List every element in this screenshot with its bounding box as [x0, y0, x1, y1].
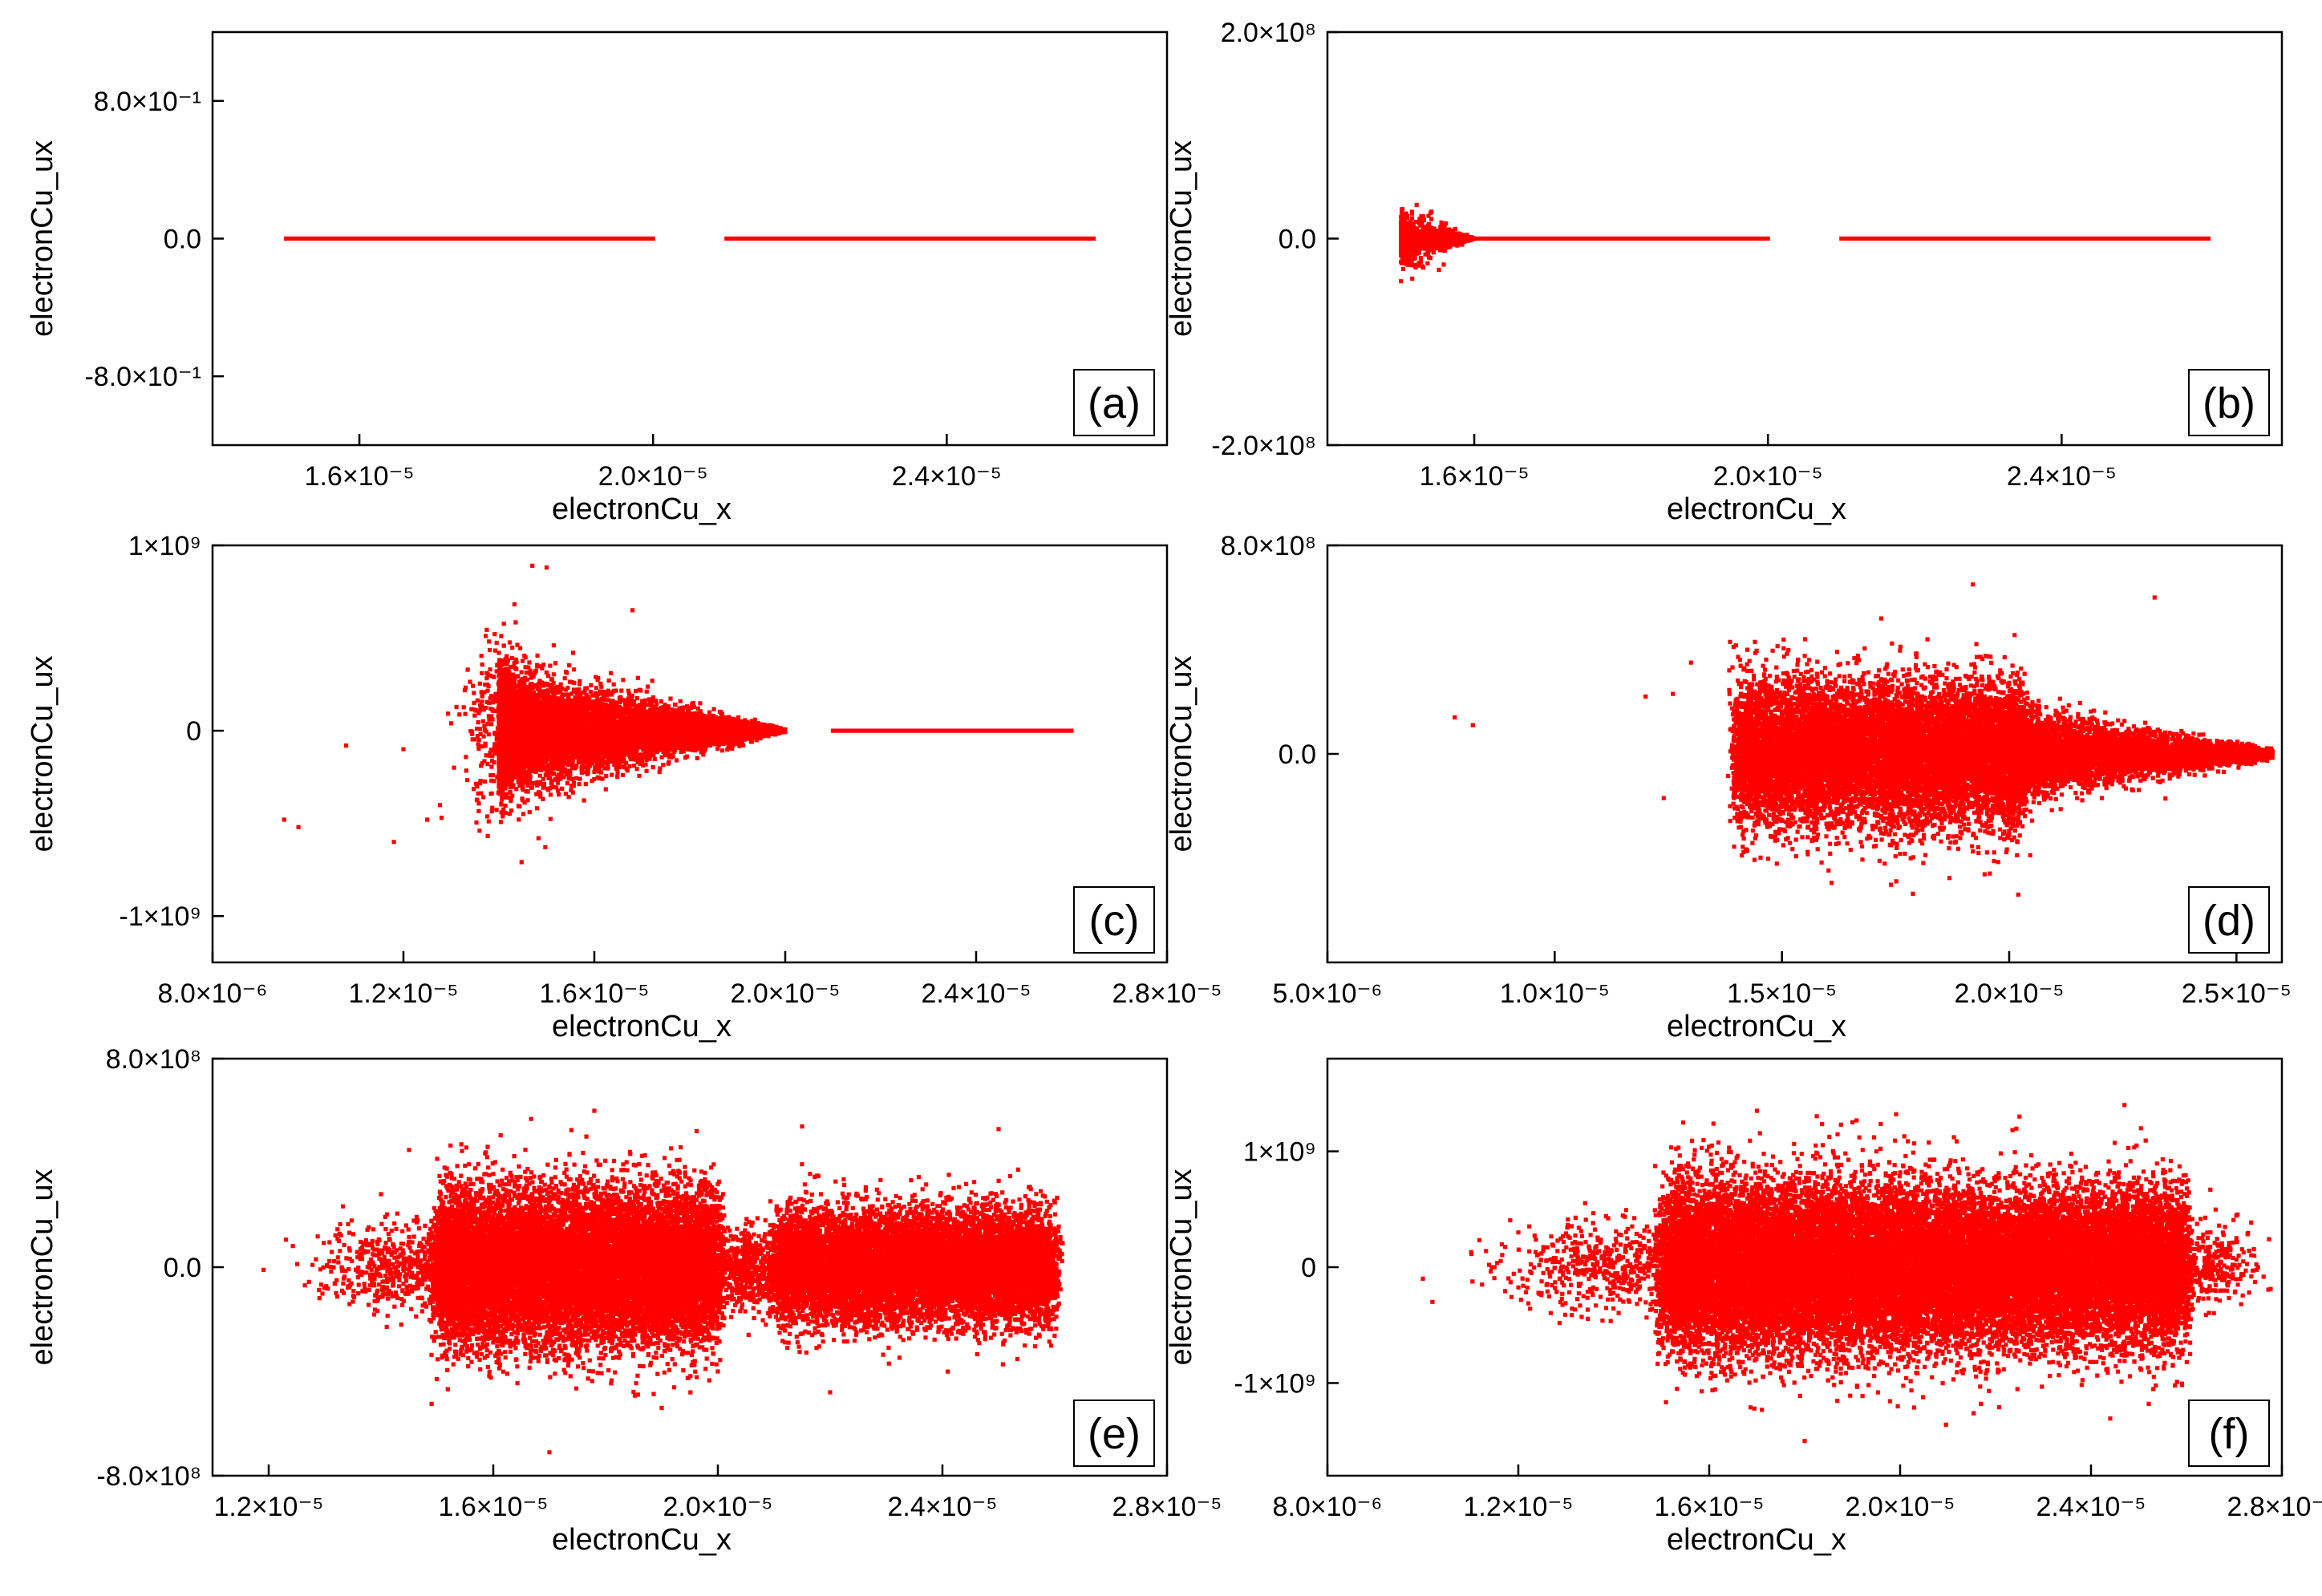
y-tick-label: 0.0 [1279, 739, 1316, 770]
scatter-points-d [1453, 582, 2275, 897]
y-axis-label: electronCu_ux [1165, 1169, 1198, 1365]
x-tick-label: 2.0×10⁻⁵ [1955, 978, 2065, 1009]
x-tick-label: 8.0×10⁻⁶ [158, 978, 268, 1009]
x-tick-label: 2.0×10⁻⁵ [731, 978, 841, 1009]
x-tick-label: 1.6×10⁻⁵ [1420, 461, 1530, 492]
x-tick-label: 8.0×10⁻⁶ [1273, 1492, 1383, 1522]
x-tick-label: 1.6×10⁻⁵ [305, 461, 415, 492]
y-tick-label: 0 [1301, 1253, 1316, 1283]
panel-label-box-a [1073, 369, 1155, 436]
panel-a: 1.6×10⁻⁵ 2.0×10⁻⁵ 2.4×10⁻⁵ 8.0×10⁻¹ 0.0 -8.0×… [26, 30, 1169, 526]
panel-label: (f) [2209, 1410, 2250, 1458]
y-tick-label: 8.0×10⁸ [1221, 531, 1316, 561]
x-axis-label: electronCu_x [552, 492, 731, 526]
x-tick-label: 1.2×10⁻⁵ [1464, 1492, 1574, 1522]
panel-e: 1.2×10⁻⁵ 1.6×10⁻⁵ 2.0×10⁻⁵ 2.4×10⁻⁵ 2.8×10⁻⁵… [26, 1044, 1222, 1557]
x-tick-label: 2.8×10⁻⁵ [1112, 1492, 1222, 1522]
panel-label-box-b [2188, 369, 2270, 436]
x-tick-label: 2.4×10⁻⁵ [888, 1492, 998, 1522]
scatter-points-a [283, 236, 1096, 241]
y-tick-label: -8.0×10⁻¹ [84, 362, 201, 392]
panel-label-box-d [2188, 886, 2270, 954]
y-axis-label: electronCu_ux [26, 1169, 59, 1365]
x-axis-label: electronCu_x [1667, 1010, 1846, 1043]
panel-c: 8.0×10⁻⁶ 1.2×10⁻⁵ 1.6×10⁻⁵ 2.0×10⁻⁵ 2.4×10⁻⁵… [26, 531, 1222, 1043]
y-tick-label: 0.0 [164, 225, 201, 255]
y-tick-label: -1×10⁹ [1234, 1368, 1316, 1399]
panel-label: (e) [1088, 1410, 1141, 1458]
x-tick-label: 2.0×10⁻⁵ [663, 1492, 773, 1522]
y-axis-label: electronCu_ux [1165, 140, 1198, 337]
y-tick-label: 8.0×10⁻¹ [94, 87, 201, 117]
panel-label: (b) [2202, 379, 2255, 427]
panel-label-box-e [1073, 1400, 1155, 1467]
x-tick-label: 1.6×10⁻⁵ [439, 1492, 549, 1522]
plot-frame-c [211, 544, 1169, 964]
x-tick-label: 2.4×10⁻⁵ [892, 461, 1002, 492]
panel-label-box-c [1073, 886, 1155, 954]
scatter-points-c [282, 563, 1074, 865]
panel-label-box-f [2188, 1400, 2270, 1467]
y-axis-label: electronCu_ux [26, 140, 59, 337]
panel-label: (c) [1089, 897, 1140, 945]
panel-f: 8.0×10⁻⁶ 1.2×10⁻⁵ 1.6×10⁻⁵ 2.0×10⁻⁵ 2.4×10⁻⁵… [1165, 1057, 2322, 1557]
x-tick-label: 2.4×10⁻⁵ [2007, 461, 2117, 492]
y-tick-label: 1×10⁹ [128, 531, 201, 561]
y-tick-label: 0 [186, 716, 201, 747]
x-tick-label: 2.5×10⁻⁵ [2182, 978, 2292, 1009]
x-tick-label: 1.0×10⁻⁵ [1500, 978, 1610, 1009]
y-tick-label: -2.0×10⁸ [1211, 431, 1316, 461]
x-axis-label: electronCu_x [1667, 1523, 1846, 1557]
y-tick-label: 0.0 [1279, 225, 1316, 255]
x-tick-label: 1.6×10⁻⁵ [1655, 1492, 1765, 1522]
panel-d: 5.0×10⁻⁶ 1.0×10⁻⁵ 1.5×10⁻⁵ 2.0×10⁻⁵ 2.5×10⁻⁵… [1165, 531, 2292, 1043]
x-tick-label: 1.2×10⁻⁵ [214, 1492, 324, 1522]
x-tick-label: 2.0×10⁻⁵ [598, 461, 708, 492]
x-axis-label: electronCu_x [552, 1010, 731, 1043]
x-axis-label: electronCu_x [1667, 492, 1846, 526]
panel-label: (a) [1088, 379, 1141, 427]
scatter-points-b [1399, 202, 2211, 284]
panel-b: 1.6×10⁻⁵ 2.0×10⁻⁵ 2.4×10⁻⁵ 2.0×10⁸ 0.0 -2.0×1… [1165, 18, 2284, 526]
x-axis-label: electronCu_x [552, 1523, 731, 1557]
scatter-points-f [1420, 1103, 2282, 1444]
x-tick-label: 1.5×10⁻⁵ [1727, 978, 1837, 1009]
x-tick-label: 2.4×10⁻⁵ [922, 978, 1031, 1009]
y-tick-label: 1×10⁹ [1243, 1137, 1316, 1168]
x-tick-label: 2.0×10⁻⁵ [1846, 1492, 1955, 1522]
y-tick-label: 2.0×10⁸ [1221, 18, 1316, 48]
x-tick-label: 2.8×10⁻⁵ [1112, 978, 1222, 1009]
scatter-points-e [261, 1108, 1065, 1455]
x-tick-label: 1.6×10⁻⁵ [540, 978, 650, 1009]
y-tick-label: 0.0 [164, 1253, 201, 1283]
y-axis-label: electronCu_ux [26, 655, 59, 852]
x-tick-label: 2.4×10⁻⁵ [2036, 1492, 2146, 1522]
x-tick-label: 1.2×10⁻⁵ [349, 978, 459, 1009]
y-tick-label: 8.0×10⁸ [106, 1044, 201, 1075]
y-axis-label: electronCu_ux [1165, 655, 1198, 852]
y-tick-label: -8.0×10⁸ [96, 1461, 201, 1492]
x-tick-label: 2.0×10⁻⁵ [1713, 461, 1823, 492]
x-tick-label: 5.0×10⁻⁶ [1273, 978, 1383, 1009]
y-tick-label: -1×10⁹ [120, 901, 201, 932]
x-tick-label: 2.8×10⁻⁵ [2227, 1492, 2322, 1522]
panel-label: (d) [2202, 897, 2255, 945]
